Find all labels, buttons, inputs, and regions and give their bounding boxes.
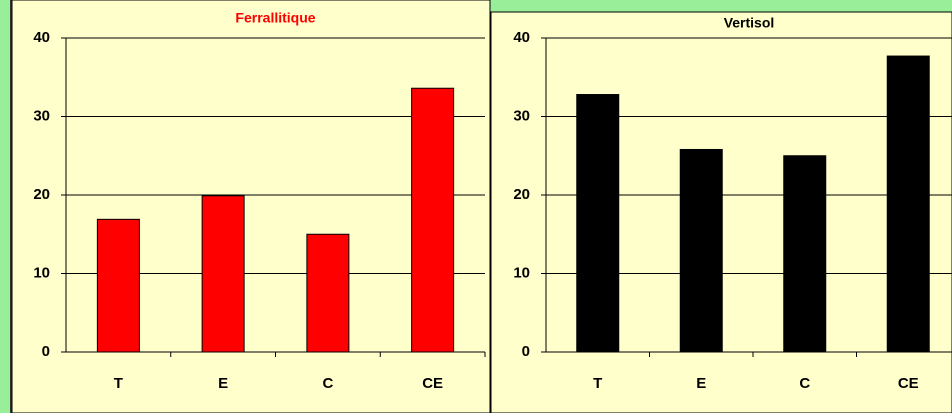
- bar: [783, 155, 827, 353]
- y-tick-label: 30: [33, 107, 50, 124]
- bar: [306, 233, 350, 353]
- y-tick-label: 10: [33, 264, 50, 281]
- bar: [886, 55, 930, 353]
- y-tick-label: 0: [42, 343, 50, 360]
- bar: [411, 87, 455, 353]
- y-tick-label: 40: [33, 29, 50, 46]
- y-tick-label: 0: [522, 343, 530, 360]
- x-tick-label: C: [322, 375, 333, 392]
- y-tick-label: 40: [513, 29, 530, 46]
- bar: [679, 148, 723, 353]
- y-tick-label: 30: [513, 107, 530, 124]
- x-tick-label: E: [218, 375, 228, 392]
- x-tick-label: T: [114, 375, 123, 392]
- chart-title: Vertisol: [724, 15, 775, 31]
- chart-title: Ferrallitique: [235, 10, 315, 26]
- y-tick-label: 20: [513, 186, 530, 203]
- x-tick-label: CE: [422, 375, 443, 392]
- bar: [96, 218, 140, 353]
- x-tick-label: C: [799, 375, 810, 392]
- y-tick-label: 10: [513, 264, 530, 281]
- panel: [11, 0, 491, 413]
- bar: [576, 94, 620, 353]
- x-tick-label: CE: [898, 375, 919, 392]
- x-tick-label: T: [593, 375, 602, 392]
- x-tick-label: E: [696, 375, 706, 392]
- bar: [201, 195, 245, 353]
- y-tick-label: 20: [33, 186, 50, 203]
